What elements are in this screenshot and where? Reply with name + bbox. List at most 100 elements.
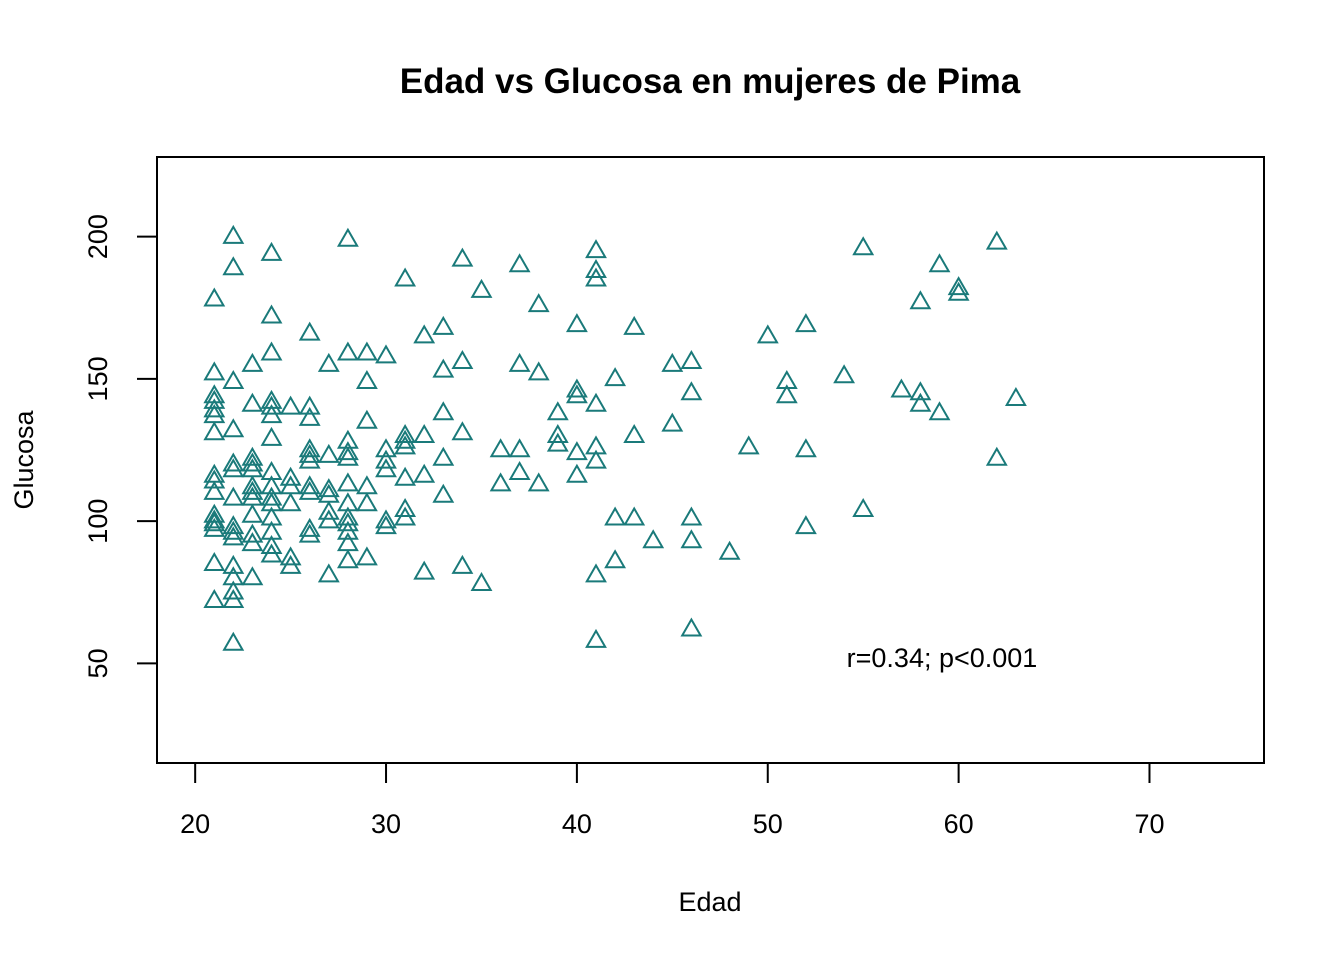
- data-point: [336, 512, 359, 532]
- data-point: [241, 458, 264, 478]
- data-point: [394, 497, 417, 517]
- data-point: [222, 515, 245, 535]
- data-point: [508, 253, 531, 273]
- data-point: [222, 452, 245, 472]
- data-point: [432, 401, 455, 421]
- data-point: [585, 267, 607, 287]
- data-point: [604, 549, 627, 569]
- data-point: [203, 551, 226, 571]
- data-point: [565, 313, 588, 333]
- data-point: [527, 293, 550, 313]
- data-point: [355, 546, 378, 566]
- data-point: [394, 429, 417, 449]
- data-point: [241, 392, 264, 412]
- data-point: [336, 532, 359, 552]
- data-point: [241, 446, 264, 466]
- data-point: [985, 230, 1008, 250]
- data-point: [203, 588, 226, 608]
- data-point: [203, 512, 226, 532]
- data-point: [260, 426, 283, 446]
- x-tick-label: 50: [753, 809, 783, 839]
- data-point: [336, 429, 359, 449]
- data-point: [203, 480, 226, 500]
- data-point: [394, 506, 417, 526]
- data-point: [298, 443, 321, 463]
- x-tick-label: 30: [371, 809, 401, 839]
- data-point: [317, 509, 340, 529]
- data-point: [947, 281, 970, 301]
- data-point: [623, 423, 646, 443]
- data-point: [909, 392, 932, 412]
- data-point: [451, 349, 474, 369]
- points-layer: [203, 224, 1027, 651]
- data-point: [394, 423, 417, 443]
- data-point: [203, 398, 226, 418]
- data-point: [241, 486, 264, 506]
- chart-title: Edad vs Glucosa en mujeres de Pima: [400, 62, 1021, 101]
- data-point: [355, 475, 378, 495]
- data-point: [241, 480, 264, 500]
- data-point: [909, 381, 932, 401]
- data-point: [413, 560, 436, 580]
- data-point: [680, 506, 703, 526]
- plot-frame: [156, 156, 1265, 764]
- data-point: [852, 497, 875, 517]
- data-point: [604, 367, 627, 387]
- data-point: [298, 406, 321, 426]
- data-point: [336, 341, 359, 361]
- data-point: [623, 315, 646, 335]
- data-point: [298, 438, 321, 458]
- data-point: [355, 369, 378, 389]
- data-point: [585, 392, 607, 412]
- data-point: [489, 438, 512, 458]
- data-point: [203, 463, 226, 483]
- data-point: [546, 423, 569, 443]
- data-point: [203, 469, 226, 489]
- data-point: [527, 472, 550, 492]
- data-point: [317, 500, 340, 520]
- data-point: [680, 349, 703, 369]
- data-point: [470, 278, 493, 298]
- data-point: [222, 526, 245, 546]
- data-point: [375, 515, 397, 535]
- data-point: [565, 441, 588, 461]
- data-point: [241, 503, 264, 523]
- data-point: [222, 458, 245, 478]
- data-point: [203, 287, 226, 307]
- data-point: [298, 517, 321, 537]
- data-point: [737, 435, 760, 455]
- data-point: [794, 515, 817, 535]
- data-point: [355, 409, 378, 429]
- y-tick-label: 50: [83, 648, 113, 678]
- y-tick-label: 150: [83, 356, 113, 401]
- data-point: [241, 532, 264, 552]
- data-point: [508, 438, 531, 458]
- data-point: [470, 571, 493, 591]
- data-point: [756, 324, 779, 344]
- data-point: [203, 421, 226, 441]
- data-point: [336, 520, 359, 540]
- data-point: [565, 463, 588, 483]
- data-point: [394, 435, 417, 455]
- data-point: [680, 617, 703, 637]
- data-point: [260, 395, 283, 415]
- data-point: [336, 227, 359, 247]
- data-point: [222, 520, 245, 540]
- data-point: [375, 458, 397, 478]
- x-tick-label: 60: [944, 809, 974, 839]
- data-point: [394, 267, 417, 287]
- data-point: [203, 509, 226, 529]
- data-point: [260, 486, 283, 506]
- data-point: [222, 486, 245, 506]
- data-point: [718, 540, 741, 560]
- data-point: [890, 378, 913, 398]
- data-point: [241, 475, 264, 495]
- data-point: [489, 472, 512, 492]
- data-point: [527, 361, 550, 381]
- data-point: [336, 441, 359, 461]
- data-point: [241, 566, 264, 586]
- data-point: [546, 401, 569, 421]
- data-point: [375, 449, 397, 469]
- data-point: [928, 253, 951, 273]
